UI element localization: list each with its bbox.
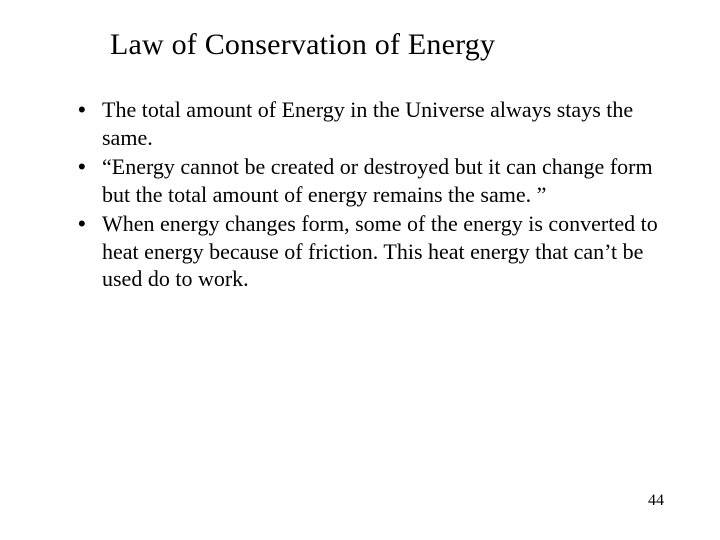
slide-title: Law of Conservation of Energy bbox=[110, 28, 670, 62]
bullet-icon: • bbox=[78, 96, 102, 124]
list-item: • “Energy cannot be created or destroyed… bbox=[78, 153, 670, 208]
bullet-icon: • bbox=[78, 153, 102, 181]
list-item: • The total amount of Energy in the Univ… bbox=[78, 96, 670, 151]
list-item: • When energy changes form, some of the … bbox=[78, 210, 670, 293]
bullet-icon: • bbox=[78, 210, 102, 238]
slide-content: • The total amount of Energy in the Univ… bbox=[50, 96, 670, 293]
bullet-text: “Energy cannot be created or destroyed b… bbox=[102, 153, 670, 208]
bullet-text: The total amount of Energy in the Univer… bbox=[102, 96, 670, 151]
bullet-text: When energy changes form, some of the en… bbox=[102, 210, 670, 293]
slide: Law of Conservation of Energy • The tota… bbox=[0, 0, 720, 540]
page-number: 44 bbox=[648, 492, 664, 510]
